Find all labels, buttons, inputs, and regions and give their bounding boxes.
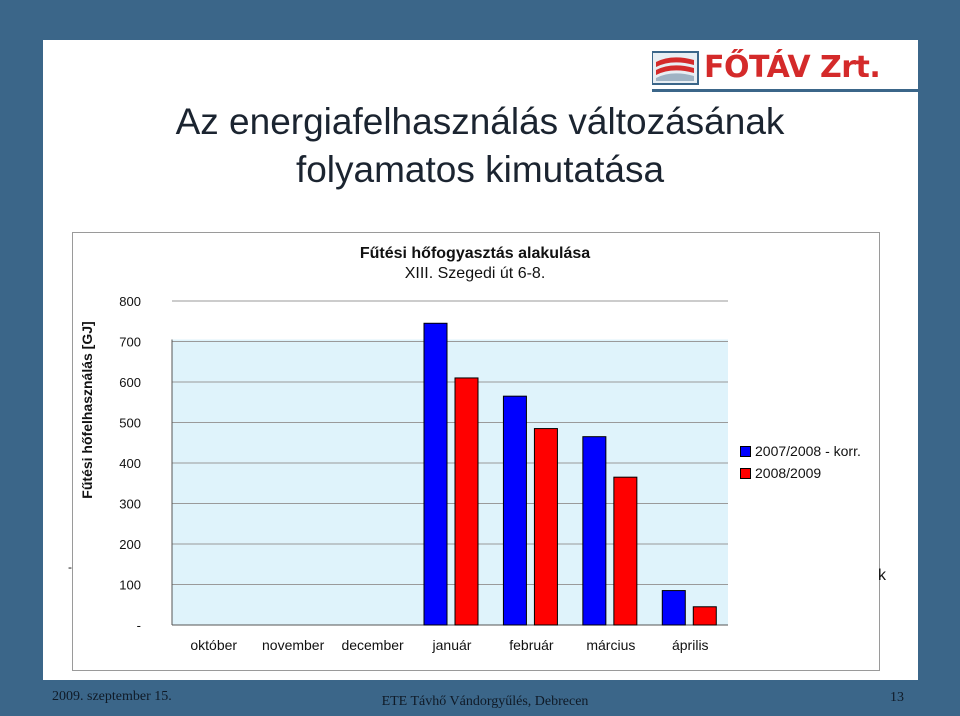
legend-label: 2008/2009 <box>755 465 822 481</box>
bar-március-1 <box>613 476 638 626</box>
x-tick-label: október <box>190 637 237 653</box>
legend-label: 2007/2008 - korr. <box>755 443 861 459</box>
logo-text: FŐTÁV Zrt. <box>704 50 881 85</box>
legend-swatch-icon <box>740 446 751 457</box>
footer-date: 2009. szeptember 15. <box>52 689 172 704</box>
page-title: Az energiafelhasználás változásának foly… <box>130 98 830 194</box>
footer-event: ETE Távhő Vándorgyűlés, Debrecen <box>381 694 589 709</box>
x-tick-label: január <box>432 637 472 653</box>
footer-bar <box>0 680 960 716</box>
bar-január-1 <box>454 377 479 626</box>
chart-title-block: Fűtési hőfogyasztás alakulása XIII. Szeg… <box>300 244 650 284</box>
y-tick-label: 100 <box>119 578 141 593</box>
y-tick-label: - <box>137 618 141 633</box>
x-tick-label: február <box>509 637 554 653</box>
fotav-logo-icon <box>652 51 699 85</box>
bar-március-0 <box>582 436 607 626</box>
overlapped-text-fragment-left: - <box>68 560 72 574</box>
chart-legend: 2007/2008 - korr. 2008/2009 <box>737 440 877 484</box>
y-tick-label: 200 <box>119 537 141 552</box>
legend-item-series-2: 2008/2009 <box>737 462 877 484</box>
title-line-2: folyamatos kimutatása <box>295 149 665 190</box>
header-rule <box>652 89 918 92</box>
y-tick-label: 300 <box>119 497 141 512</box>
chart-title: Fűtési hőfogyasztás alakulása <box>359 245 591 262</box>
footer-page-number: 13 <box>890 690 904 705</box>
x-tick-label: április <box>672 637 709 653</box>
x-tick-label: december <box>341 637 404 653</box>
x-tick-label: november <box>262 637 325 653</box>
title-line-1: Az energiafelhasználás változásának <box>175 101 785 142</box>
bar-február-0 <box>502 395 527 626</box>
bar-február-1 <box>533 428 558 626</box>
y-tick-label: 700 <box>119 335 141 350</box>
bar-április-0 <box>661 590 686 626</box>
chart-subtitle: XIII. Szegedi út 6-8. <box>404 265 546 282</box>
y-tick-label: 600 <box>119 375 141 390</box>
legend-swatch-icon <box>740 468 751 479</box>
y-tick-label: 800 <box>119 294 141 309</box>
legend-item-series-1: 2007/2008 - korr. <box>737 440 877 462</box>
y-tick-label: 500 <box>119 416 141 431</box>
y-tick-label: 400 <box>119 456 141 471</box>
bar-április-1 <box>692 606 717 626</box>
overlapped-text-fragment: k <box>878 567 886 584</box>
bar-január-0 <box>423 322 448 626</box>
x-tick-label: március <box>586 637 635 653</box>
